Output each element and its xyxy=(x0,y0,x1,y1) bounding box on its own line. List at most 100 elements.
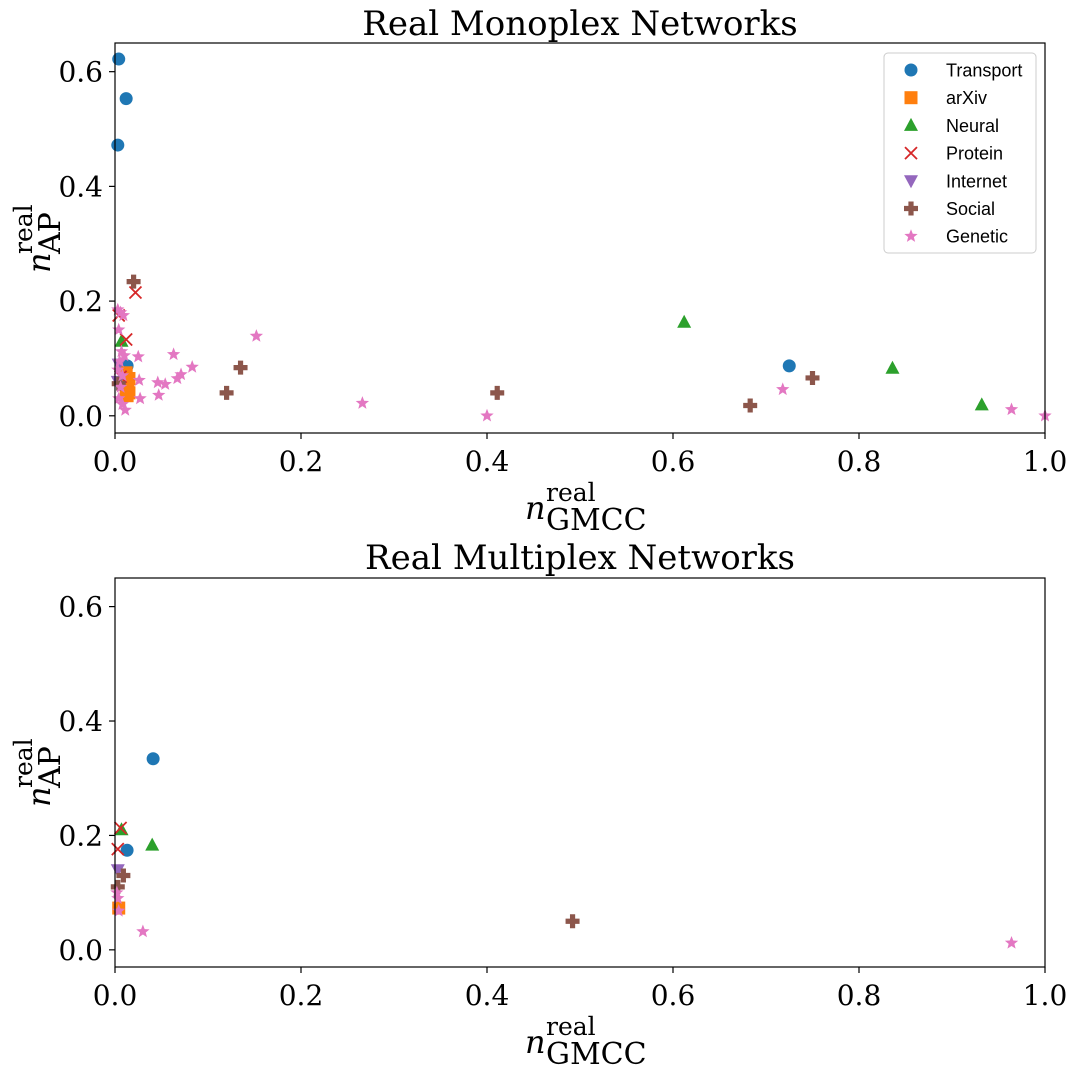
x-tick-label: 0.8 xyxy=(837,445,882,478)
svg-text:GMCC: GMCC xyxy=(546,503,647,538)
social-point xyxy=(490,385,505,400)
neural-point xyxy=(677,314,692,328)
social-point xyxy=(219,385,234,400)
genetic-point xyxy=(111,891,125,905)
genetic-point xyxy=(115,397,130,410)
svg-text:n: n xyxy=(525,1023,546,1061)
genetic-point xyxy=(111,302,125,316)
y-tick-label: 0.0 xyxy=(58,934,103,967)
x-tick-label: 1.0 xyxy=(1023,979,1068,1012)
legend: Transport arXiv Neural Protein Internet Socia… xyxy=(883,52,1037,254)
x-tick-label: 0.4 xyxy=(465,445,510,478)
legend-label: Protein xyxy=(946,144,1003,164)
genetic-point xyxy=(112,903,126,917)
protein-point xyxy=(113,821,128,835)
x-tick-label: 0.6 xyxy=(651,979,696,1012)
data-points xyxy=(110,752,1019,949)
x-tick-label: 0.2 xyxy=(279,445,324,478)
legend-entry-social: Social xyxy=(904,199,995,219)
transport-point xyxy=(119,92,133,106)
genetic-point xyxy=(1004,935,1019,949)
genetic-point xyxy=(132,373,146,386)
legend-label: Genetic xyxy=(946,227,1008,247)
x-tick-label: 1.0 xyxy=(1023,445,1068,478)
social-point xyxy=(111,376,126,391)
transport-point xyxy=(782,359,796,373)
x-tick-label: 0.6 xyxy=(651,445,696,478)
genetic-point xyxy=(112,322,126,336)
svg-text:real: real xyxy=(546,1012,596,1041)
genetic-point xyxy=(355,396,370,409)
genetic-point xyxy=(152,388,166,401)
legend-box xyxy=(883,52,1037,254)
neural-point xyxy=(114,333,129,347)
svg-text:real: real xyxy=(9,204,38,254)
y-tick-label: 0.6 xyxy=(58,56,103,89)
protein-point xyxy=(111,842,125,856)
x-axis-label: n real GMCC xyxy=(525,1012,647,1072)
svg-text:AP: AP xyxy=(33,746,68,789)
genetic-point xyxy=(133,391,147,405)
social-legend-icon xyxy=(904,201,918,216)
axis-ticks: 0.0 0.2 0.4 0.6 0.8 1.0 0.0 0.2 0.4 0.6 xyxy=(58,591,1067,1012)
y-axis-label: n real AP xyxy=(9,738,68,807)
svg-text:n: n xyxy=(525,489,546,527)
arxiv-legend-icon xyxy=(904,91,918,105)
social-point xyxy=(126,274,141,289)
internet-point xyxy=(110,864,125,878)
svg-text:n: n xyxy=(20,786,58,807)
x-tick-label: 0.0 xyxy=(93,979,138,1012)
genetic-point xyxy=(1004,402,1019,416)
legend-label: Internet xyxy=(946,171,1007,191)
legend-entry-protein: Protein xyxy=(904,144,1003,164)
social-point xyxy=(116,868,131,883)
social-point xyxy=(743,398,758,413)
genetic-point xyxy=(113,380,128,393)
legend-entry-neural: Neural xyxy=(904,116,999,136)
x-axis-label: n real GMCC xyxy=(525,478,647,538)
svg-text:GMCC: GMCC xyxy=(546,1037,647,1072)
genetic-point xyxy=(185,360,199,373)
genetic-point xyxy=(112,391,126,405)
genetic-point xyxy=(111,362,125,376)
genetic-point xyxy=(118,403,132,416)
neural-point xyxy=(974,397,989,411)
y-tick-label: 0.0 xyxy=(58,400,103,433)
genetic-point xyxy=(158,377,172,390)
genetic-point xyxy=(776,382,790,396)
genetic-point xyxy=(151,375,165,389)
y-tick-label: 0.4 xyxy=(58,705,103,738)
genetic-point xyxy=(117,348,131,362)
genetic-legend-icon xyxy=(904,229,918,242)
protein-legend-icon xyxy=(904,146,918,160)
neural-point xyxy=(885,360,900,374)
y-tick-label: 0.2 xyxy=(58,285,103,318)
protein-point xyxy=(119,332,133,347)
internet-legend-icon xyxy=(904,175,918,189)
genetic-point xyxy=(114,344,129,358)
transport-point xyxy=(120,843,134,857)
legend-label: Transport xyxy=(946,61,1022,81)
genetic-point xyxy=(166,347,181,361)
x-tick-label: 0.8 xyxy=(837,979,882,1012)
legend-entry-internet: Internet xyxy=(904,171,1007,191)
social-point xyxy=(233,360,248,375)
genetic-point xyxy=(116,308,131,322)
svg-text:real: real xyxy=(546,478,596,507)
y-tick-label: 0.2 xyxy=(58,819,103,852)
genetic-point xyxy=(131,349,145,363)
legend-entry-arxiv: arXiv xyxy=(904,88,987,108)
genetic-point xyxy=(115,368,130,382)
svg-text:real: real xyxy=(9,738,38,788)
genetic-point xyxy=(480,408,494,422)
genetic-point xyxy=(112,354,127,367)
svg-text:AP: AP xyxy=(33,212,68,255)
chart-title: Real Multiplex Networks xyxy=(365,538,795,578)
x-tick-label: 0.4 xyxy=(465,979,510,1012)
legend-label: arXiv xyxy=(946,88,987,108)
axis-ticks: 0.0 0.2 0.4 0.6 0.8 1.0 0.0 0.2 0.4 0.6 xyxy=(58,56,1067,478)
y-tick-label: 0.6 xyxy=(58,591,103,624)
plot-frame xyxy=(114,577,1046,968)
genetic-point xyxy=(136,924,150,938)
